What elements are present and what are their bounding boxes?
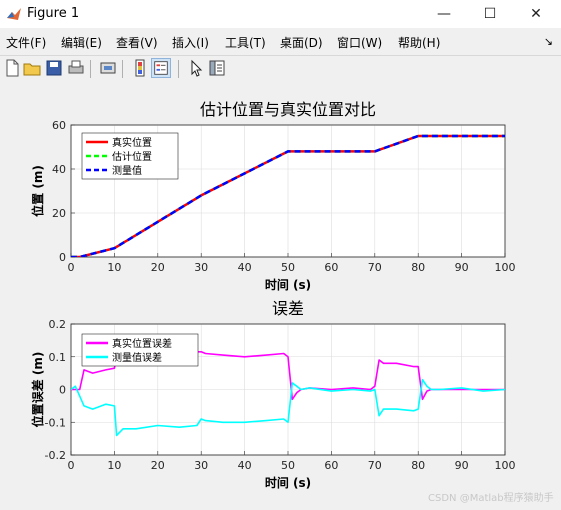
y-tick-label: 0.2 [49, 318, 67, 331]
property-inspector-icon[interactable] [207, 58, 227, 78]
x-tick-label: 90 [455, 261, 469, 274]
dock-arrow-icon[interactable]: ↘ [543, 35, 553, 48]
menu-file[interactable]: 文件(F) [6, 36, 47, 50]
toolbar-separator [122, 60, 123, 78]
x-tick-label: 70 [368, 459, 382, 472]
y-tick-label: 20 [52, 207, 66, 220]
maximize-button[interactable]: ☐ [483, 6, 497, 22]
chart-1: 0 10 20 30 40 50 60 70 80 90 100 0 20 40 60 估计位置与真实位置对比… [30, 100, 516, 292]
x-axis-label: 时间 (s) [265, 475, 311, 490]
menu-desktop[interactable]: 桌面(D) [280, 36, 323, 50]
menu-tools[interactable]: 工具(T) [225, 36, 266, 50]
matlab-logo-icon [7, 8, 21, 20]
menu-insert[interactable]: 插入(I) [172, 36, 209, 50]
figure-canvas: 0 10 20 30 40 50 60 70 80 90 100 0 20 40 60 估计位置与真实位置对比… [0, 82, 561, 507]
series-line-3 [71, 134, 505, 257]
x-tick-label: 10 [107, 261, 121, 274]
watermark: CSDN @Matlab程序猿助手 [428, 493, 554, 504]
x-tick-label: 100 [495, 459, 516, 472]
new-file-icon[interactable] [2, 58, 22, 78]
legend-label: 测量值 [112, 164, 142, 177]
x-axis-label: 时间 (s) [265, 277, 311, 292]
chart-title: 估计位置与真实位置对比 [200, 100, 376, 119]
legend-box [81, 333, 199, 367]
legend-label: 测量值误差 [112, 351, 162, 364]
x-tick-label: 80 [411, 459, 425, 472]
y-tick-label: 60 [52, 119, 66, 132]
legend-label: 真实位置误差 [112, 337, 172, 350]
title-bar: Figure 1 — ☐ ✕ [0, 0, 561, 28]
minimize-button[interactable]: — [437, 6, 451, 22]
x-tick-label: 30 [194, 459, 208, 472]
print-icon[interactable] [66, 58, 86, 78]
y-tick-label: -0.1 [45, 416, 66, 429]
x-tick-label: 80 [411, 261, 425, 274]
x-tick-label: 20 [151, 261, 165, 274]
series-line-2 [71, 378, 505, 437]
toolbar [0, 55, 561, 83]
figure-plots: 0 10 20 30 40 50 60 70 80 90 1000204060估计位置与真实位置对比… [30, 100, 516, 490]
x-tick-label: 50 [281, 261, 295, 274]
y-axis-label: 位置 (m) [30, 165, 45, 217]
legend-label: 真实位置 [112, 136, 152, 149]
x-tick-label: 60 [324, 261, 338, 274]
window-title: Figure 1 [27, 6, 80, 21]
x-tick-label: 60 [324, 459, 338, 472]
x-tick-label: 70 [368, 261, 382, 274]
x-tick-label: 40 [238, 261, 252, 274]
y-axis-label: 位置误差 (m) [30, 352, 45, 428]
x-tick-label: 10 [107, 459, 121, 472]
menu-help[interactable]: 帮助(H) [398, 36, 441, 50]
y-tick-label: 0 [59, 251, 66, 264]
y-tick-label: -0.2 [45, 449, 66, 462]
legend-label: 估计位置 [112, 150, 152, 163]
x-tick-label: 0 [68, 459, 75, 472]
x-tick-label: 50 [281, 459, 295, 472]
chart-title: 误差 [272, 299, 304, 318]
colorbar-icon[interactable] [130, 58, 150, 78]
x-tick-label: 90 [455, 459, 469, 472]
chart-2: 0 10 20 30 40 50 60 70 80 90 100 -0.2 -0.1 0 0.1 0.2 误差时… [30, 299, 516, 490]
toolbar-separator [178, 60, 179, 78]
x-tick-label: 100 [495, 261, 516, 274]
close-button[interactable]: ✕ [530, 6, 542, 22]
x-tick-label: 0 [68, 261, 75, 274]
menu-edit[interactable]: 编辑(E) [61, 36, 102, 50]
toolbar-separator [90, 60, 91, 78]
save-icon[interactable] [44, 58, 64, 78]
menu-bar: 文件(F) 编辑(E) 查看(V) 插入(I) 工具(T) 桌面(D) 窗口(W… [0, 30, 561, 52]
legend-icon[interactable] [151, 58, 171, 78]
y-tick-label: 0 [59, 384, 66, 397]
y-tick-label: 40 [52, 163, 66, 176]
menu-view[interactable]: 查看(V) [116, 36, 158, 50]
pointer-icon[interactable] [186, 58, 206, 78]
y-tick-label: 0.1 [49, 351, 67, 364]
print-preview-icon[interactable] [98, 58, 118, 78]
x-tick-label: 30 [194, 261, 208, 274]
open-folder-icon[interactable] [22, 58, 42, 78]
axes-frame [70, 124, 506, 258]
menu-window[interactable]: 窗口(W) [337, 36, 383, 50]
x-tick-label: 20 [151, 459, 165, 472]
x-tick-label: 40 [238, 459, 252, 472]
